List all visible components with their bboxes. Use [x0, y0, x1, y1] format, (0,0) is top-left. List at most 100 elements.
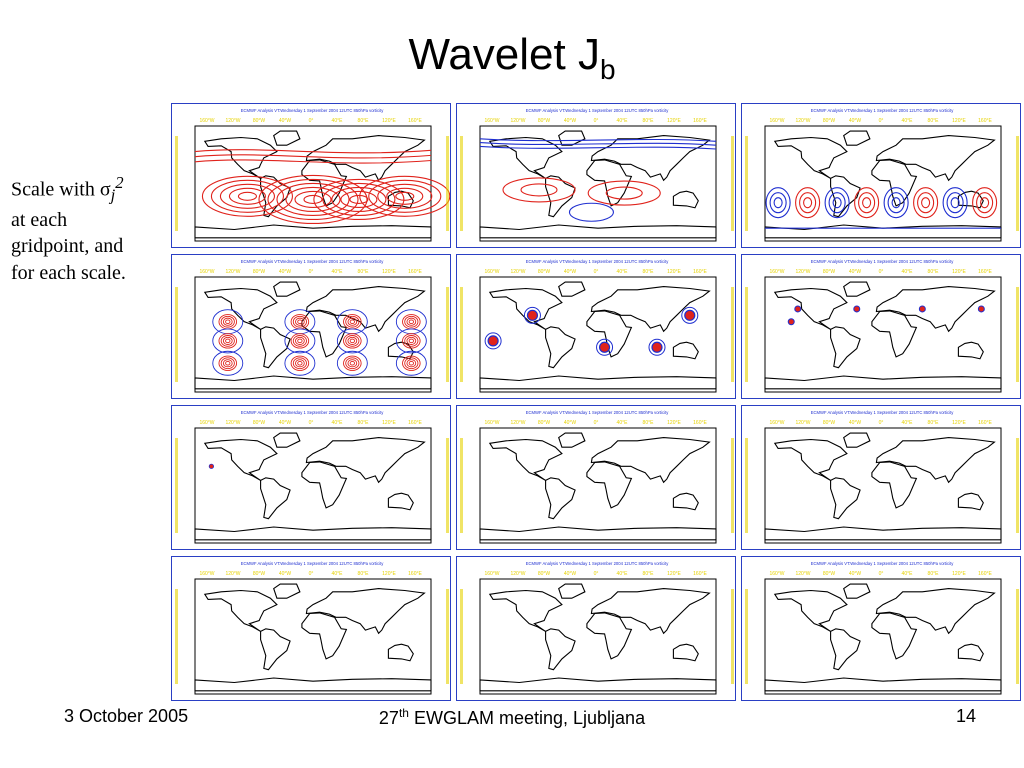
- map-figure: ECMWF Analysis VT:Wednesday 1 September …: [460, 561, 734, 695]
- longitude-label: 80°E: [358, 420, 370, 426]
- longitude-label: 160°W: [769, 269, 784, 275]
- map-panel-2-1: ECMWF Analysis VT:Wednesday 1 September …: [171, 254, 451, 399]
- longitude-label: 120°E: [952, 420, 966, 426]
- longitude-label: 80°E: [358, 118, 370, 124]
- panel-header-text: ECMWF Analysis VT:Wednesday 1 September …: [526, 561, 669, 566]
- contour-overlay: [787, 305, 985, 326]
- longitude-label: 120°W: [795, 420, 810, 426]
- map-panel-3-3: ECMWF Analysis VT:Wednesday 1 September …: [741, 405, 1021, 550]
- continent-outlines: [764, 583, 1002, 692]
- longitude-label: 120°E: [667, 571, 681, 577]
- longitude-label: 160°E: [693, 269, 707, 275]
- longitude-label: 80°E: [643, 420, 655, 426]
- longitude-label: 0°: [309, 571, 314, 577]
- longitude-label: 40°W: [564, 420, 577, 426]
- longitude-label: 80°W: [253, 118, 266, 124]
- longitude-label: 160°W: [199, 420, 214, 426]
- map-panel-1-3: ECMWF Analysis VT:Wednesday 1 September …: [741, 103, 1021, 248]
- longitude-label: 40°E: [902, 571, 914, 577]
- meeting-ordinal: th: [398, 706, 409, 720]
- longitude-label: 120°W: [795, 571, 810, 577]
- longitude-label: 40°E: [332, 269, 344, 275]
- longitude-label: 120°W: [510, 420, 525, 426]
- panel-header-text: ECMWF Analysis VT:Wednesday 1 September …: [241, 561, 384, 566]
- longitude-label: 0°: [879, 420, 884, 426]
- longitude-label: 160°E: [978, 118, 992, 124]
- map-panel-2-2: ECMWF Analysis VT:Wednesday 1 September …: [456, 254, 736, 399]
- longitude-label: 160°E: [693, 420, 707, 426]
- longitude-label: 40°E: [617, 269, 629, 275]
- panel-header-text: ECMWF Analysis VT:Wednesday 1 September …: [526, 259, 669, 264]
- longitude-label: 80°E: [928, 118, 940, 124]
- longitude-label: 80°W: [538, 420, 551, 426]
- note-line-1: Scale with σj2: [11, 172, 171, 207]
- contour-overlay: [765, 187, 1001, 229]
- longitude-label: 160°E: [978, 571, 992, 577]
- longitude-label: 160°W: [769, 118, 784, 124]
- longitude-label: 80°W: [823, 118, 836, 124]
- longitude-label: 80°E: [643, 269, 655, 275]
- continent-outlines: [194, 432, 432, 541]
- longitude-label: 0°: [594, 118, 599, 124]
- map-panel-4-2: ECMWF Analysis VT:Wednesday 1 September …: [456, 556, 736, 701]
- page-number: 14: [955, 706, 976, 726]
- continent-outlines: [479, 281, 717, 390]
- map-figure: ECMWF Analysis VT:Wednesday 1 September …: [745, 259, 1019, 393]
- longitude-label: 120°E: [382, 571, 396, 577]
- longitude-label: 120°W: [225, 571, 240, 577]
- longitude-label: 120°W: [225, 118, 240, 124]
- panel-header-text: ECMWF Analysis VT:Wednesday 1 September …: [811, 561, 954, 566]
- title-main: Wavelet J: [408, 30, 600, 79]
- map-figure: ECMWF Analysis VT:Wednesday 1 September …: [745, 108, 1019, 242]
- longitude-label: 40°W: [279, 420, 292, 426]
- longitude-label: 120°W: [795, 269, 810, 275]
- note-superscript: 2: [115, 173, 124, 192]
- longitude-label: 120°E: [667, 269, 681, 275]
- map-figure: ECMWF Analysis VT:Wednesday 1 September …: [175, 561, 449, 695]
- longitude-label: 160°E: [408, 571, 422, 577]
- longitude-label: 120°E: [382, 420, 396, 426]
- panel-header-text: ECMWF Analysis VT:Wednesday 1 September …: [241, 259, 384, 264]
- longitude-label: 40°E: [902, 118, 914, 124]
- panel-header-text: ECMWF Analysis VT:Wednesday 1 September …: [526, 108, 669, 113]
- map-figure: ECMWF Analysis VT:Wednesday 1 September …: [460, 259, 734, 393]
- longitude-label: 160°W: [769, 571, 784, 577]
- longitude-label: 160°E: [693, 118, 707, 124]
- longitude-label: 40°E: [902, 269, 914, 275]
- longitude-label: 120°W: [510, 269, 525, 275]
- map-figure: ECMWF Analysis VT:Wednesday 1 September …: [745, 561, 1019, 695]
- longitude-label: 120°W: [795, 118, 810, 124]
- note-line-2: at each: [11, 208, 68, 231]
- longitude-label: 80°E: [643, 571, 655, 577]
- longitude-label: 120°E: [382, 269, 396, 275]
- longitude-label: 40°W: [849, 269, 862, 275]
- longitude-label: 40°E: [332, 420, 344, 426]
- map-figure: ECMWF Analysis VT:Wednesday 1 September …: [460, 108, 734, 242]
- longitude-label: 40°W: [849, 571, 862, 577]
- map-panel-2-3: ECMWF Analysis VT:Wednesday 1 September …: [741, 254, 1021, 399]
- longitude-label: 40°W: [849, 420, 862, 426]
- longitude-label: 0°: [879, 571, 884, 577]
- longitude-label: 160°E: [408, 118, 422, 124]
- panel-header-text: ECMWF Analysis VT:Wednesday 1 September …: [811, 259, 954, 264]
- longitude-label: 160°W: [769, 420, 784, 426]
- longitude-label: 80°W: [253, 571, 266, 577]
- continent-outlines: [194, 583, 432, 692]
- longitude-label: 120°E: [952, 269, 966, 275]
- longitude-label: 80°E: [358, 571, 370, 577]
- contour-overlay: [479, 138, 717, 222]
- panel-header-text: ECMWF Analysis VT:Wednesday 1 September …: [241, 108, 384, 113]
- map-panel-4-3: ECMWF Analysis VT:Wednesday 1 September …: [741, 556, 1021, 701]
- longitude-label: 40°W: [279, 269, 292, 275]
- longitude-label: 120°E: [952, 571, 966, 577]
- longitude-label: 80°E: [643, 118, 655, 124]
- continent-outlines: [479, 583, 717, 692]
- map-panel-1-1: ECMWF Analysis VT:Wednesday 1 September …: [171, 103, 451, 248]
- longitude-label: 160°W: [199, 269, 214, 275]
- longitude-label: 40°E: [617, 118, 629, 124]
- longitude-label: 80°W: [253, 269, 266, 275]
- longitude-label: 40°W: [849, 118, 862, 124]
- longitude-label: 160°E: [408, 420, 422, 426]
- footer-date: 3 October 2005: [64, 706, 189, 726]
- longitude-label: 160°W: [484, 420, 499, 426]
